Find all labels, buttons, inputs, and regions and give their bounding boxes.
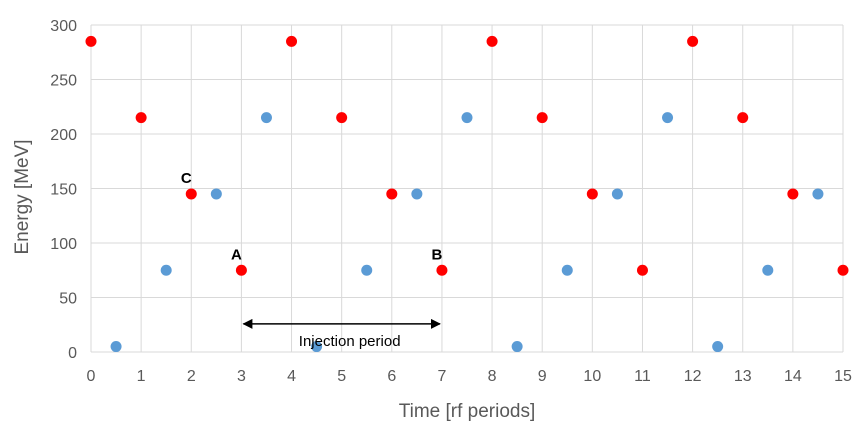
x-tick-label: 5 xyxy=(337,368,346,385)
data-point-red xyxy=(85,35,97,47)
y-tick-label: 150 xyxy=(50,182,77,199)
data-point-red xyxy=(636,264,648,276)
data-point-blue xyxy=(662,112,674,124)
data-point-blue xyxy=(511,341,523,353)
x-tick-label: 10 xyxy=(583,368,601,385)
y-tick-label: 50 xyxy=(59,291,77,308)
injection-arrow: Injection period xyxy=(242,318,441,350)
annotation-a: A xyxy=(231,246,242,263)
x-tick-label: 9 xyxy=(538,368,547,385)
y-axis-title: Energy [MeV] xyxy=(12,139,33,254)
x-tick-label: 13 xyxy=(734,368,752,385)
data-point-blue xyxy=(210,188,222,200)
x-tick-label: 12 xyxy=(684,368,702,385)
data-point-red xyxy=(336,112,348,124)
point-annotations: A B C xyxy=(181,170,443,263)
data-point-blue xyxy=(712,341,724,353)
data-point-red xyxy=(486,35,498,47)
data-point-red xyxy=(586,188,598,200)
data-point-red xyxy=(135,112,147,124)
data-point-blue xyxy=(411,188,423,200)
data-point-blue xyxy=(160,264,172,276)
data-point-blue xyxy=(611,188,623,200)
data-point-blue xyxy=(561,264,573,276)
data-point-red xyxy=(286,35,298,47)
x-tick-label: 3 xyxy=(237,368,246,385)
y-tick-label: 0 xyxy=(68,345,77,362)
data-point-blue xyxy=(361,264,373,276)
data-points xyxy=(85,35,849,353)
x-tick-label: 0 xyxy=(87,368,96,385)
data-point-red xyxy=(436,264,448,276)
data-point-blue xyxy=(260,112,272,124)
x-tick-labels: 0 1 2 3 4 5 6 7 8 9 10 11 12 13 14 15 xyxy=(87,368,852,385)
data-point-blue xyxy=(461,112,473,124)
data-point-blue xyxy=(762,264,774,276)
x-tick-label: 4 xyxy=(287,368,296,385)
annotation-c: C xyxy=(181,170,192,187)
data-point-red xyxy=(235,264,247,276)
x-tick-label: 8 xyxy=(488,368,497,385)
x-tick-label: 15 xyxy=(834,368,852,385)
data-point-red xyxy=(787,188,799,200)
data-point-blue xyxy=(110,341,122,353)
data-point-red xyxy=(737,112,749,124)
y-tick-label: 100 xyxy=(50,236,77,253)
data-point-blue xyxy=(311,341,323,353)
x-tick-label: 2 xyxy=(187,368,196,385)
data-point-red xyxy=(837,264,849,276)
x-tick-label: 7 xyxy=(437,368,446,385)
x-tick-label: 1 xyxy=(137,368,146,385)
x-axis-title: Time [rf periods] xyxy=(399,401,536,422)
grid-layer xyxy=(90,24,844,353)
y-tick-label: 200 xyxy=(50,127,77,144)
data-point-red xyxy=(687,35,699,47)
x-tick-label: 14 xyxy=(784,368,802,385)
y-tick-label: 300 xyxy=(50,18,77,35)
data-point-red xyxy=(536,112,548,124)
y-tick-labels: 0 50 100 150 200 250 300 xyxy=(50,18,77,362)
data-point-red xyxy=(185,188,197,200)
annotation-b: B xyxy=(432,246,443,263)
data-point-red xyxy=(386,188,398,200)
injection-period-label: Injection period xyxy=(299,333,401,350)
x-tick-label: 11 xyxy=(634,368,651,385)
y-tick-label: 250 xyxy=(50,73,77,90)
data-point-blue xyxy=(812,188,824,200)
x-tick-label: 6 xyxy=(387,368,396,385)
